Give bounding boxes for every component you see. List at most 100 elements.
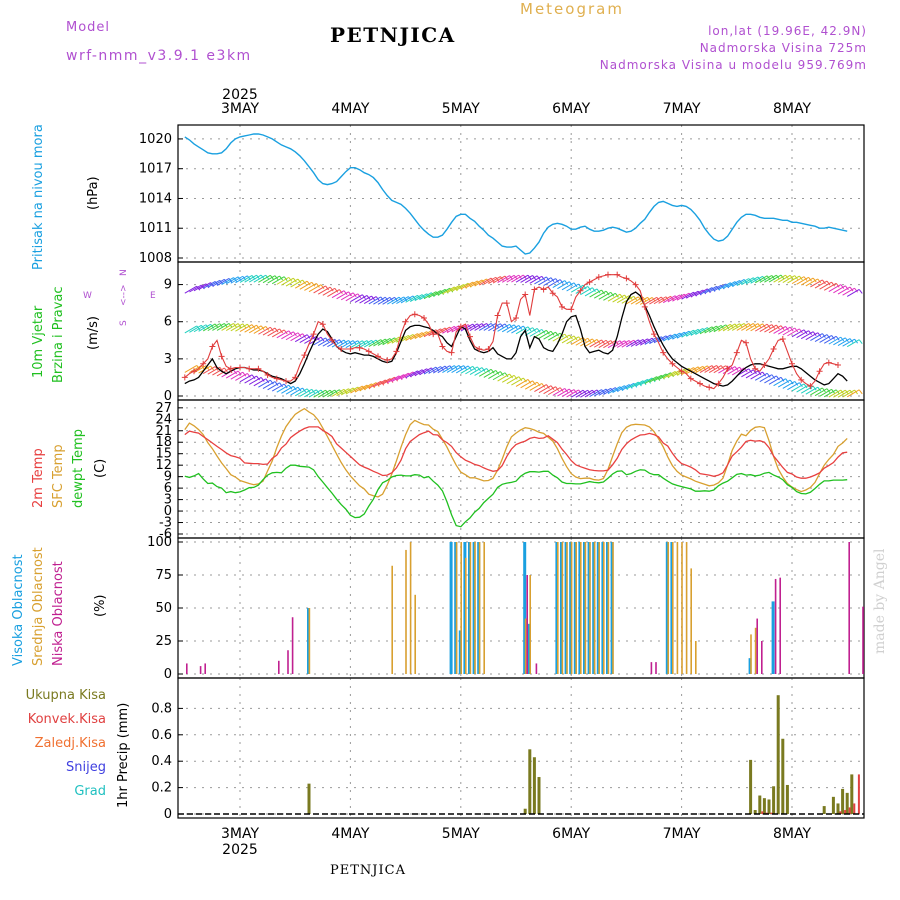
- wind-barb-flag: [858, 389, 863, 395]
- wind-barb-flag: [292, 331, 297, 337]
- wind-barb-flag: [601, 389, 605, 394]
- wind-barb: [511, 377, 524, 386]
- wind-barb-flag: [803, 329, 808, 335]
- wind-barb: [837, 286, 851, 295]
- wind-barb: [230, 275, 244, 284]
- cloud-bar: [774, 578, 777, 674]
- cloud-bar: [584, 542, 587, 674]
- wind-barb: [446, 285, 460, 294]
- wind-barb-flag: [766, 373, 771, 378]
- wind-barb-flag: [486, 368, 491, 373]
- gust-point: [669, 360, 676, 367]
- wind-barb: [552, 333, 566, 342]
- tick-label-y: 0: [164, 667, 172, 682]
- wind-barb: [607, 386, 621, 395]
- wind-barb: [644, 376, 658, 385]
- gust-point: [384, 357, 391, 364]
- wind-barb: [736, 278, 750, 286]
- wind-barb-flag: [651, 337, 656, 343]
- wind-barb: [561, 389, 575, 398]
- wind-barb: [304, 283, 317, 291]
- cloud-bar: [589, 542, 591, 674]
- wind-barb: [409, 294, 423, 302]
- wind-barb: [534, 276, 547, 285]
- wind-barb: [469, 279, 483, 288]
- meteogram-label: Meteogram: [520, 0, 624, 18]
- pressure-series: [184, 133, 848, 255]
- wind-barb-flag: [849, 286, 854, 292]
- precip-unit: 1hr Precip (mm): [116, 703, 131, 808]
- cloud-bar: [685, 542, 688, 674]
- wind-barb: [644, 296, 658, 305]
- wind-barb-flag: [320, 284, 325, 289]
- wind-barb-flag: [223, 367, 228, 373]
- gust-point: [375, 353, 381, 360]
- tick-label-y: 12: [155, 458, 172, 473]
- wind-barb: [336, 339, 349, 348]
- gust-point: [825, 359, 832, 366]
- wind-barb: [759, 275, 773, 283]
- wind-barb-flag: [550, 277, 555, 283]
- cloud-bar: [587, 542, 591, 674]
- wind-barb-flag: [265, 378, 270, 384]
- wind-barb-flag: [536, 381, 541, 387]
- wind-barb-flag: [817, 386, 822, 392]
- sfc-temp-label: SFC Temp: [51, 444, 66, 508]
- wind-barb: [373, 296, 386, 305]
- day-label-bottom: 5MAY: [442, 826, 480, 842]
- wind-barb: [225, 323, 239, 331]
- wind-barb: [419, 367, 432, 376]
- tick-label-y: 1011: [139, 221, 172, 236]
- dewpoint-line: [184, 464, 848, 528]
- wind-barb: [501, 324, 515, 333]
- wind-barb: [497, 275, 510, 284]
- tick-label-y: 1020: [139, 132, 172, 147]
- wind-barb: [368, 380, 382, 389]
- temp2m-line: [184, 426, 848, 479]
- wind-barb-flag: [256, 375, 261, 381]
- wind-barb: [575, 286, 589, 294]
- gust-point: [632, 281, 639, 288]
- wind-barb: [207, 323, 221, 332]
- gust-point: [430, 331, 437, 338]
- wind-barb: [501, 374, 515, 383]
- cloud-bar: [748, 658, 752, 674]
- wind-barb: [626, 296, 639, 305]
- wind-barb: [529, 382, 543, 391]
- tick-label-y: 6: [164, 481, 172, 496]
- wind-barb-flag: [858, 339, 863, 344]
- wind-barb-flag: [817, 278, 822, 284]
- cloud-bar: [308, 608, 311, 674]
- wind-barb-flag: [812, 277, 817, 283]
- gust-point: [761, 362, 768, 369]
- wind-barb: [281, 385, 294, 394]
- cloud-bar: [779, 577, 781, 674]
- wind-barb: [782, 275, 796, 284]
- cloud-bar: [463, 542, 467, 674]
- gust-point: [697, 380, 703, 387]
- wind-barb-flag: [288, 330, 293, 336]
- wind-barb: [580, 389, 593, 398]
- wind-barb: [810, 279, 823, 288]
- wind-barb: [474, 278, 487, 287]
- wind-barb: [745, 276, 759, 285]
- wind-barb: [773, 325, 786, 334]
- wind-barb: [547, 279, 561, 287]
- cloud-bar: [570, 542, 573, 674]
- wind-barb: [414, 368, 428, 377]
- wind-barb: [313, 337, 326, 346]
- cloud-unit: (%): [93, 595, 108, 618]
- cloud-bar: [477, 542, 481, 674]
- wind-barb: [304, 389, 317, 398]
- precip-bar: [776, 695, 780, 814]
- page-title: PETNJICA: [330, 23, 456, 47]
- precip-bar: [537, 777, 541, 814]
- wind-barb: [538, 330, 552, 339]
- wind-barb: [810, 333, 823, 342]
- gust-point: [614, 271, 621, 278]
- wind-barb: [400, 371, 414, 380]
- cloud-bar: [478, 542, 481, 674]
- wind-barb: [299, 335, 313, 343]
- gust-point: [255, 365, 262, 372]
- wind-barb: [212, 323, 225, 331]
